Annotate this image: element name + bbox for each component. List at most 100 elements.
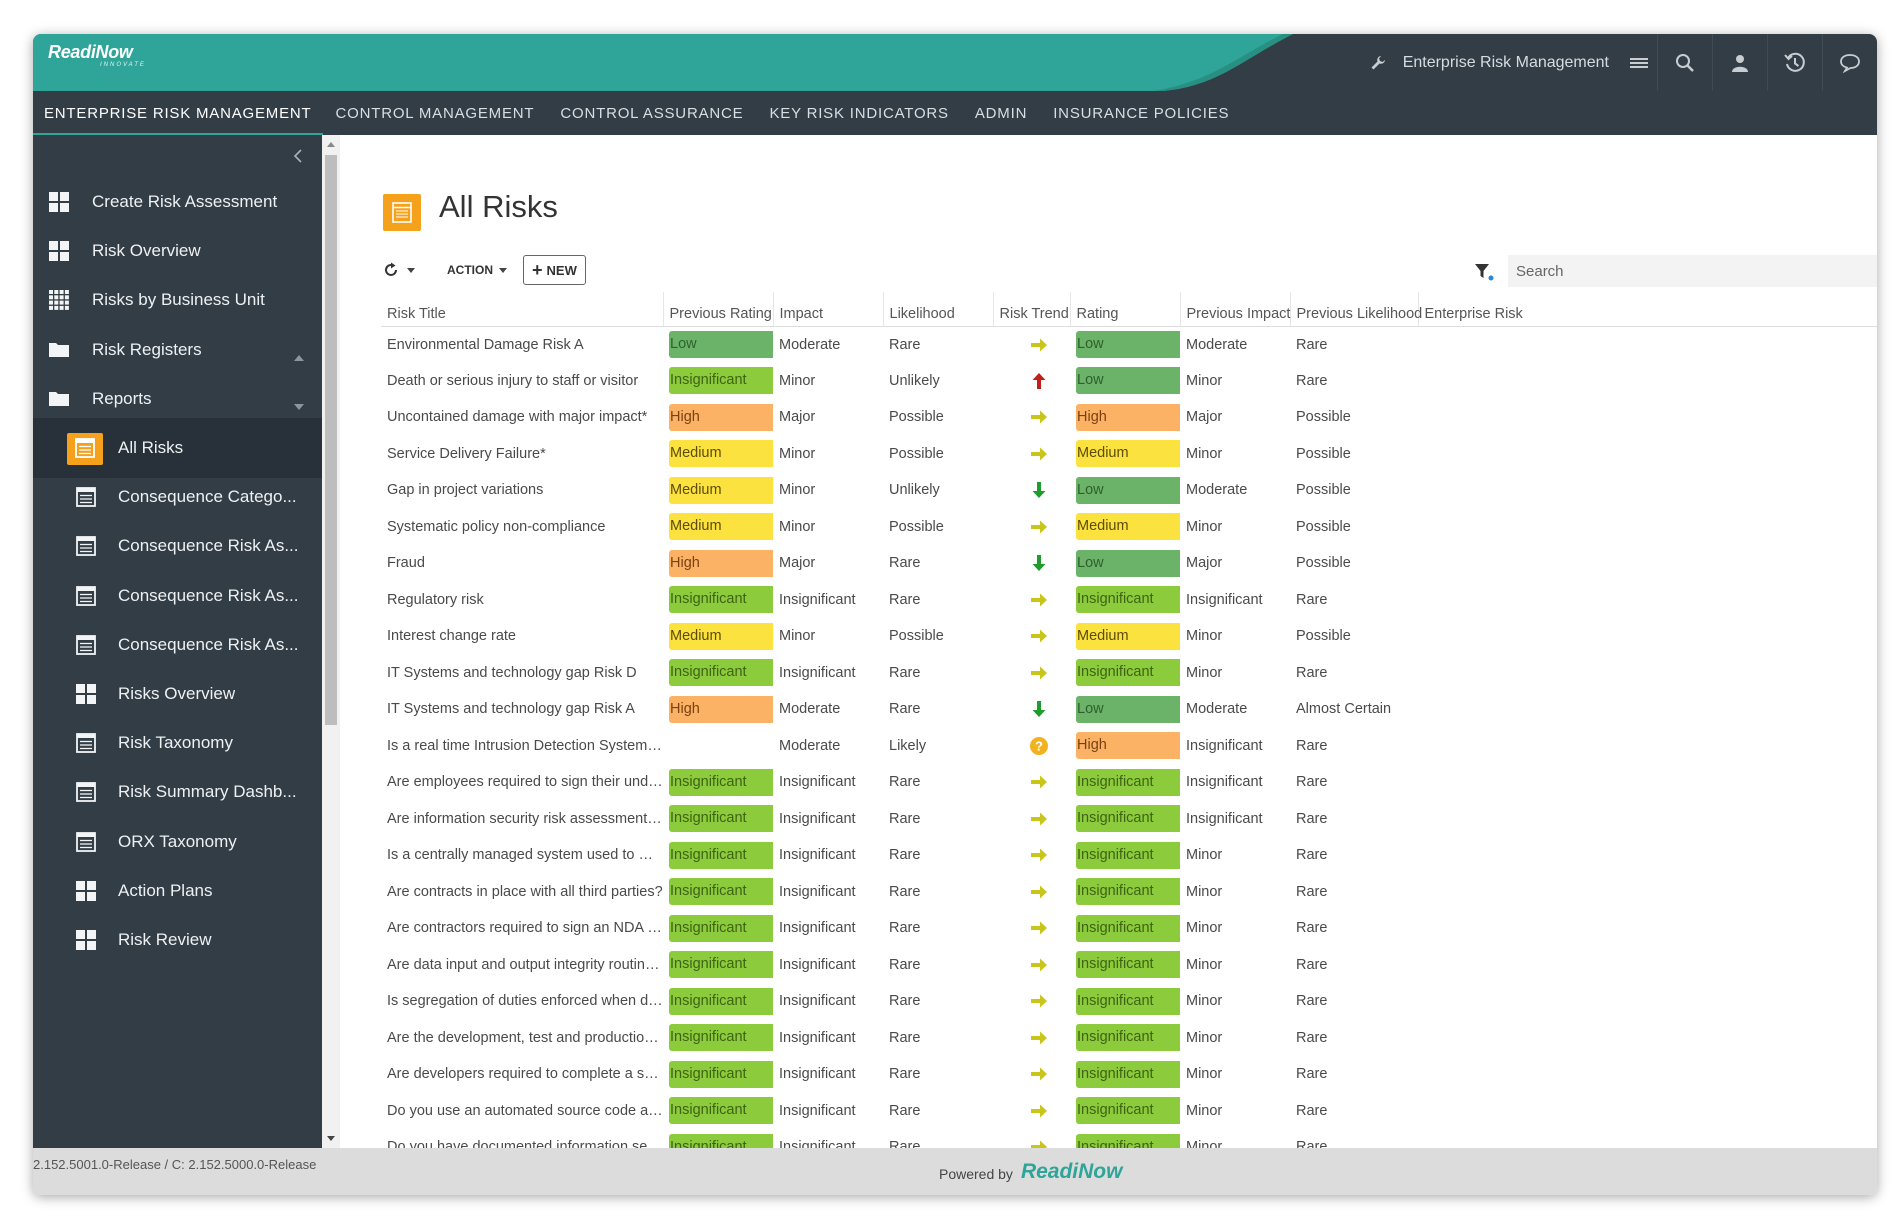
tab-control-assurance[interactable]: CONTROL ASSURANCE — [560, 105, 744, 122]
likelihood-cell: Possible — [889, 628, 944, 645]
table-row[interactable]: Are data input and output integrity rout… — [381, 947, 1877, 984]
risk-trend-cell — [993, 691, 1070, 728]
table-row[interactable]: Is segregation of duties enforced when d… — [381, 983, 1877, 1020]
column-header-previous-likelihood[interactable]: Previous Likelihood — [1289, 292, 1422, 327]
sidebar-item-risk-overview[interactable]: Risk Overview — [33, 221, 322, 281]
caret-down-icon[interactable] — [294, 395, 304, 414]
tab-control-management[interactable]: CONTROL MANAGEMENT — [335, 105, 535, 122]
scroll-down-arrow-icon[interactable] — [326, 1135, 336, 1143]
risk-title-cell: Is a real time Intrusion Detection Syste… — [387, 737, 663, 754]
collapse-sidebar-icon[interactable] — [288, 143, 308, 169]
arrow-right-icon — [1028, 954, 1050, 976]
previous-likelihood-cell: Rare — [1296, 1102, 1328, 1119]
table-row[interactable]: Service Delivery Failure* Medium Minor Poss… — [381, 436, 1877, 473]
arrow-right-icon — [1028, 808, 1050, 830]
column-header-impact[interactable]: Impact — [772, 292, 883, 327]
rating-cell: Low — [1070, 472, 1180, 509]
scrollbar-thumb[interactable] — [325, 155, 337, 725]
likelihood-cell: Rare — [889, 1139, 921, 1148]
risk-trend-cell — [993, 801, 1070, 838]
column-header-rating[interactable]: Rating — [1069, 292, 1180, 327]
table-row[interactable]: Are employees required to sign their und… — [381, 764, 1877, 801]
tab-enterprise-risk-management[interactable]: ENTERPRISE RISK MANAGEMENT — [33, 91, 323, 135]
sidebar-item-label: Consequence Risk As... — [118, 536, 299, 556]
table-row[interactable]: Do you have documented information secur… — [381, 1129, 1877, 1148]
column-header-risk-trend[interactable]: Risk Trend — [992, 292, 1070, 327]
sidebar-item-reports[interactable]: Reports — [33, 369, 322, 429]
tab-admin[interactable]: ADMIN — [974, 105, 1028, 122]
table-row[interactable]: Interest change rate Medium Minor Possible M… — [381, 618, 1877, 655]
previous-rating-cell: Insignificant — [663, 764, 773, 801]
column-header-enterprise-risk[interactable]: Enterprise Risk — [1417, 292, 1877, 327]
sidebar-item-create-risk-assessment[interactable]: Create Risk Assessment — [33, 172, 322, 232]
table-row[interactable]: Gap in project variations Medium Minor Unli… — [381, 472, 1877, 509]
readinow-footer-logo[interactable]: ReadiNow — [1020, 1159, 1123, 1183]
sidebar-item-risk-review[interactable]: Risk Review — [33, 910, 322, 970]
sidebar-item-consequence-risk-as[interactable]: Consequence Risk As... — [33, 615, 322, 675]
app-title[interactable]: Enterprise Risk Management — [1402, 53, 1609, 71]
sidebar-item-all-risks[interactable]: All Risks — [33, 418, 322, 478]
divider — [1657, 34, 1658, 91]
arrow-right-icon — [1028, 771, 1050, 793]
logo-text: ReadiNow — [48, 42, 133, 62]
new-button[interactable]: + NEW — [523, 255, 586, 285]
sidebar-item-consequence-catego[interactable]: Consequence Catego... — [33, 467, 322, 527]
table-row[interactable]: Systematic policy non-compliance Medium Mi… — [381, 509, 1877, 546]
sidebar-item-action-plans[interactable]: Action Plans — [33, 861, 322, 921]
chevron-down-icon — [407, 267, 415, 273]
table-row[interactable]: Are developers required to complete a se… — [381, 1056, 1877, 1093]
table-row[interactable]: IT Systems and technology gap Risk D Insi… — [381, 655, 1877, 692]
rating-cell: Insignificant — [1070, 1129, 1180, 1148]
table-row[interactable]: Fraud High Major Rare Low Major Possible — [381, 545, 1877, 582]
table-row[interactable]: Regulatory risk Insignificant Insignifican… — [381, 582, 1877, 619]
rating-badge: Insignificant — [1076, 586, 1180, 614]
table-row[interactable]: Environmental Damage Risk A Low Moderate Ra… — [381, 326, 1877, 363]
risk-trend-cell — [993, 1093, 1070, 1130]
rating-badge: Insignificant — [1076, 987, 1180, 1015]
sidebar-item-risk-summary-dashb[interactable]: Risk Summary Dashb... — [33, 762, 322, 822]
sidebar-item-risk-taxonomy[interactable]: Risk Taxonomy — [33, 713, 322, 773]
filter-icon[interactable] — [1474, 262, 1496, 282]
column-header-previous-rating[interactable]: Previous Rating — [662, 292, 773, 327]
column-header-risk-title[interactable]: Risk Title — [381, 292, 663, 327]
table-row[interactable]: IT Systems and technology gap Risk A High… — [381, 691, 1877, 728]
sidebar-item-consequence-risk-as[interactable]: Consequence Risk As... — [33, 516, 322, 576]
history-icon[interactable] — [1768, 34, 1822, 91]
menu-icon[interactable] — [1621, 34, 1657, 91]
scroll-up-arrow-icon[interactable] — [326, 140, 336, 148]
sidebar-item-label: Risk Registers — [92, 339, 202, 359]
wrench-icon[interactable] — [1353, 34, 1403, 91]
chat-icon[interactable] — [1823, 34, 1877, 91]
table-row[interactable]: Are contractors required to sign an NDA … — [381, 910, 1877, 947]
action-button[interactable]: ACTION — [447, 263, 507, 277]
tab-key-risk-indicators[interactable]: KEY RISK INDICATORS — [769, 105, 949, 122]
table-row[interactable]: Do you use an automated source code anal… — [381, 1093, 1877, 1130]
table-row[interactable]: Is a centrally managed system used to ma… — [381, 837, 1877, 874]
caret-up-icon[interactable] — [294, 346, 304, 365]
table-row[interactable]: Uncontained damage with major impact* Hig… — [381, 399, 1877, 436]
rating-cell: Insignificant — [1070, 874, 1180, 911]
likelihood-cell: Rare — [889, 956, 921, 973]
tab-insurance-policies[interactable]: INSURANCE POLICIES — [1053, 105, 1230, 122]
sidebar-scrollbar[interactable] — [322, 135, 340, 1148]
search-input[interactable] — [1508, 255, 1877, 287]
table-row[interactable]: Is a real time Intrusion Detection Syste… — [381, 728, 1877, 765]
table-row[interactable]: Are contracts in place with all third pa… — [381, 874, 1877, 911]
readinow-logo[interactable]: ReadiNow INNOVATE — [48, 43, 158, 83]
table-row[interactable]: Are the development, test and production… — [381, 1020, 1877, 1057]
table-row[interactable]: Are information security risk assessment… — [381, 801, 1877, 838]
table-row[interactable]: Death or serious injury to staff or visi… — [381, 363, 1877, 400]
column-header-previous-impact[interactable]: Previous Impact — [1179, 292, 1290, 327]
risk-trend-cell — [993, 947, 1070, 984]
sidebar-item-risks-by-business-unit[interactable]: Risks by Business Unit — [33, 270, 322, 330]
risk-trend-cell — [993, 764, 1070, 801]
powered-by-label: Powered by — [939, 1165, 1013, 1182]
sidebar-item-risk-registers[interactable]: Risk Registers — [33, 320, 322, 380]
sidebar-item-consequence-risk-as[interactable]: Consequence Risk As... — [33, 566, 322, 626]
refresh-button[interactable] — [383, 255, 423, 285]
column-header-likelihood[interactable]: Likelihood — [882, 292, 993, 327]
user-icon[interactable] — [1713, 34, 1767, 91]
search-icon[interactable] — [1658, 34, 1712, 91]
sidebar-item-risks-overview[interactable]: Risks Overview — [33, 664, 322, 724]
sidebar-item-orx-taxonomy[interactable]: ORX Taxonomy — [33, 812, 322, 872]
